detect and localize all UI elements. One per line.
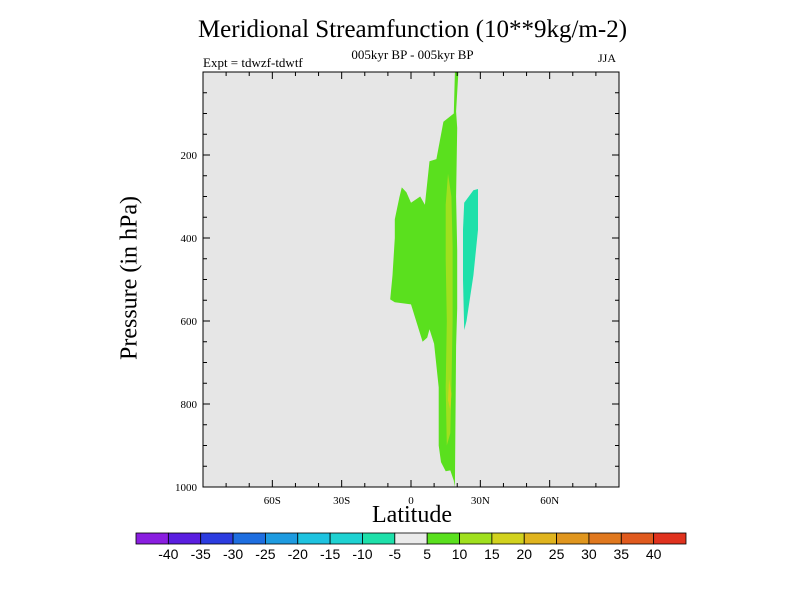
y-tick-label: 800 [181, 399, 198, 411]
colorbar-label: -35 [191, 546, 211, 562]
y-tick-label: 400 [181, 233, 198, 245]
colorbar-swatch [200, 532, 234, 545]
colorbar-label: 25 [549, 546, 565, 562]
time-range-subtitle: 005kyr BP - 005kyr BP [351, 47, 474, 62]
colorbar-swatch [653, 532, 687, 545]
contour-region [448, 379, 452, 411]
colorbar-swatch [620, 532, 655, 545]
season-label: JJA [598, 51, 617, 65]
y-tick-label: 200 [181, 150, 198, 162]
x-tick-label: 30S [333, 495, 350, 507]
colorbar-swatch [588, 532, 622, 545]
colorbar-label: 20 [516, 546, 532, 562]
colorbar-swatch [491, 532, 525, 545]
y-tick-label: 600 [181, 316, 198, 328]
colorbar-swatch [135, 532, 169, 545]
colorbar-swatch [167, 532, 202, 545]
colorbar-swatch [459, 532, 493, 545]
colorbar-label: 15 [484, 546, 500, 562]
x-tick-label: 60N [540, 495, 559, 507]
colorbar-swatch [362, 532, 396, 545]
colorbar-label: -30 [223, 546, 243, 562]
x-tick-label: 30N [471, 495, 490, 507]
colorbar-label: -5 [389, 546, 402, 562]
colorbar-swatch [523, 532, 557, 545]
colorbar-label: 35 [614, 546, 630, 562]
colorbar-label: 40 [646, 546, 662, 562]
colorbar-swatch [297, 532, 331, 545]
colorbar-label: 10 [452, 546, 468, 562]
colorbar-label: 5 [423, 546, 431, 562]
colorbar-swatch [426, 532, 460, 545]
contour-region [463, 189, 478, 331]
y-tick-label: 1000 [175, 482, 198, 494]
x-axis-label: Latitude [372, 502, 452, 528]
colorbar-swatch [556, 532, 590, 545]
experiment-label: Expt = tdwzf-tdwtf [203, 55, 303, 70]
colorbar-swatch [329, 532, 363, 545]
colorbar-label: -20 [288, 546, 308, 562]
colorbar-label: -10 [352, 546, 372, 562]
colorbar-label: -15 [320, 546, 340, 562]
chart-title: Meridional Streamfunction (10**9kg/m-2) [197, 16, 628, 43]
colorbar-swatch [232, 532, 266, 545]
contour-region [445, 173, 453, 446]
contour-region [390, 72, 459, 487]
colorbar-label: -25 [255, 546, 275, 562]
x-tick-label: 60S [264, 495, 281, 507]
colorbar-label: 30 [581, 546, 597, 562]
colorbar-swatch [265, 532, 299, 545]
colorbar-label: -40 [158, 546, 178, 562]
colorbar-swatch [394, 532, 428, 545]
x-tick-label: 0 [408, 495, 414, 507]
